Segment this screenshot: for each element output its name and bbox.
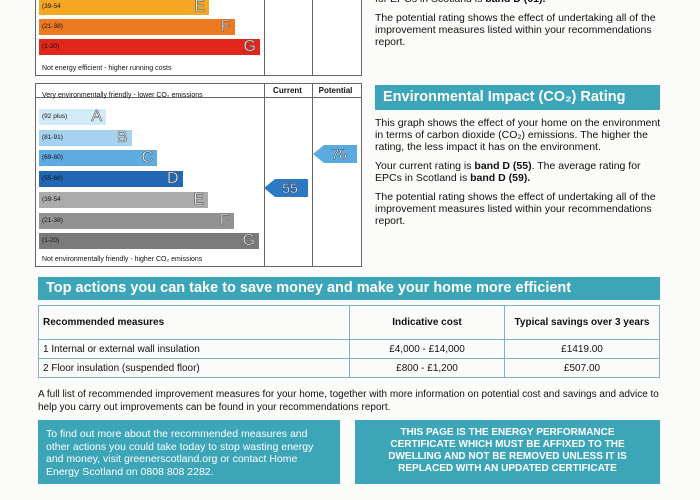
rating-band: (55-68) D <box>39 170 183 188</box>
paragraph: for EPCs in Scotland is band D (61). <box>375 0 665 5</box>
band-range: (21-38) <box>42 23 63 30</box>
column-header: Potential <box>318 86 353 95</box>
band-letter: C <box>141 149 153 167</box>
table-cell: £507.00 <box>504 358 660 378</box>
band-letter: E <box>193 190 204 208</box>
band-letter: D <box>166 170 179 188</box>
text-run: . The average rating for EPCs in Scotlan… <box>375 160 641 184</box>
table-cell: £800 - £1,200 <box>349 358 505 378</box>
band-letter: B <box>116 128 128 146</box>
header-cell: Indicative cost <box>349 305 505 340</box>
band-range: (1-20) <box>42 43 60 50</box>
current-rating-arrow: 55 <box>264 179 308 197</box>
text-run: band D (61). <box>485 0 545 5</box>
section-title: Top actions you can take to save money a… <box>38 277 660 300</box>
rating-band: (81-91) B <box>39 128 132 146</box>
rating-band: (39-54 E <box>39 190 208 208</box>
table-row: 2 Floor insulation (suspended floor) £800… <box>38 358 660 378</box>
band-letter: G <box>243 38 256 56</box>
chart-top-label: Very environmentally friendly - lower CO… <box>42 92 203 99</box>
energy-text: for EPCs in Scotland is band D (61). The … <box>375 0 665 55</box>
table-cell: £4,000 - £14,000 <box>349 339 505 359</box>
table-cell: 1 Internal or external wall insulation <box>38 339 350 359</box>
text-run: for EPCs in Scotland is <box>375 0 485 5</box>
potential-rating-arrow: 78 <box>313 145 357 163</box>
band-range: (55-68) <box>42 175 63 183</box>
column-lines <box>264 84 313 266</box>
band-letter: F <box>220 18 231 36</box>
environmental-chart: Current Potential Very environmentally f… <box>35 83 362 267</box>
rating-band: (92 plus) A <box>39 108 106 126</box>
band-letter: G <box>242 232 255 250</box>
notice-box: THIS PAGE IS THE ENERGY PERFORMANCE CERT… <box>355 420 660 484</box>
table-row: 1 Internal or external wall insulation £4… <box>38 339 660 359</box>
band-letter: E <box>194 0 205 15</box>
paragraph: Your current rating is band D (55). The … <box>375 160 665 184</box>
energy-efficiency-chart: Not energy efficient - higher running co… <box>35 0 362 76</box>
column-lines <box>264 0 313 75</box>
column-header: Current <box>273 86 302 95</box>
band-range: (39-54 <box>42 3 61 10</box>
measures-table: Recommended measures Indicative cost Typic… <box>38 305 660 378</box>
environmental-text: This graph shows the effect of your home… <box>375 117 665 234</box>
header-line <box>36 97 361 98</box>
paragraph: The potential rating shows the effect of… <box>375 12 665 48</box>
paragraph: The potential rating shows the effect of… <box>375 191 665 227</box>
text-run: band D (55) <box>474 160 532 172</box>
advice-box: To find out more about the recommended m… <box>38 420 340 484</box>
band-letter: F <box>219 211 230 229</box>
band-range: (92 plus) <box>42 113 68 120</box>
rating-band: (69-80) C <box>39 149 157 167</box>
header-cell: Typical savings over 3 years <box>504 305 660 340</box>
paragraph: This graph shows the effect of your home… <box>375 117 665 153</box>
table-header-row: Recommended measures Indicative cost Typic… <box>38 305 660 340</box>
rating-band: (21-38) F <box>39 18 235 36</box>
table-cell: £1419.00 <box>504 339 660 359</box>
header-cell: Recommended measures <box>38 305 350 340</box>
table-cell: 2 Floor insulation (suspended floor) <box>38 358 350 378</box>
text-run: This graph shows the effect of your home… <box>375 117 661 153</box>
rating-band: (21-38) F <box>39 211 234 229</box>
band-range: (69-80) <box>42 154 63 162</box>
chart-footer: Not energy efficient - higher running co… <box>42 65 172 72</box>
band-range: (1-20) <box>42 237 60 245</box>
chart-footer: Not environmentally friendly - higher CO… <box>42 256 203 263</box>
text-run: band D (59). <box>470 172 531 184</box>
band-range: (39-54 <box>42 195 61 203</box>
rating-band: (1-20) G <box>39 232 259 250</box>
section-title: Environmental Impact (CO₂) Rating <box>375 85 660 110</box>
text-run: Your current rating is <box>375 160 475 172</box>
text-run: The potential rating shows the effect of… <box>375 12 656 48</box>
rating-band: (39-54 E <box>39 0 209 15</box>
band-range: (21-38) <box>42 216 63 224</box>
band-range: (81-91) <box>42 133 63 141</box>
band-letter: A <box>91 108 102 126</box>
note: A full list of recommended improvement m… <box>38 389 659 413</box>
rating-band: (1-20) G <box>39 38 260 56</box>
text-run: The potential rating shows the effect of… <box>375 191 656 227</box>
